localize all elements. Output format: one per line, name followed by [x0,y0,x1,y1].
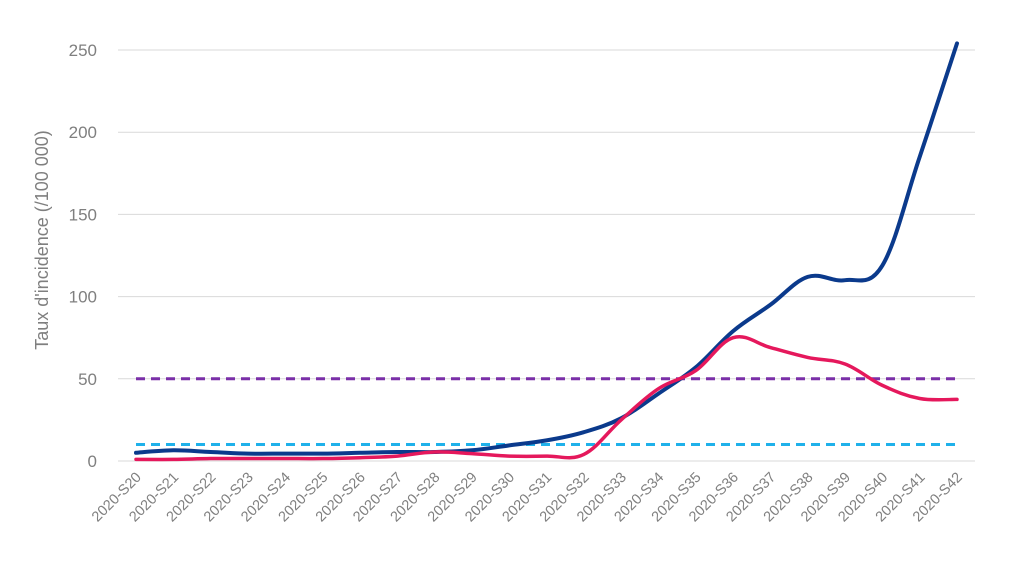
series-line-0 [134,41,959,456]
y-axis-title: Taux d'incidence (/100 000) [32,130,52,350]
series-lines [134,41,959,462]
x-axis-ticks: 2020-S202020-S212020-S222020-S232020-S24… [89,470,966,526]
series-line-1 [134,335,959,462]
y-tick-label: 150 [69,205,97,224]
y-tick-label: 0 [88,452,97,471]
y-tick-label: 200 [69,123,97,142]
y-axis-ticks: 0 50 100 150 200 250 [69,41,97,471]
y-tick-label: 50 [78,370,97,389]
y-tick-label: 100 [69,288,97,307]
gridlines [118,49,975,462]
y-tick-label: 250 [69,41,97,60]
